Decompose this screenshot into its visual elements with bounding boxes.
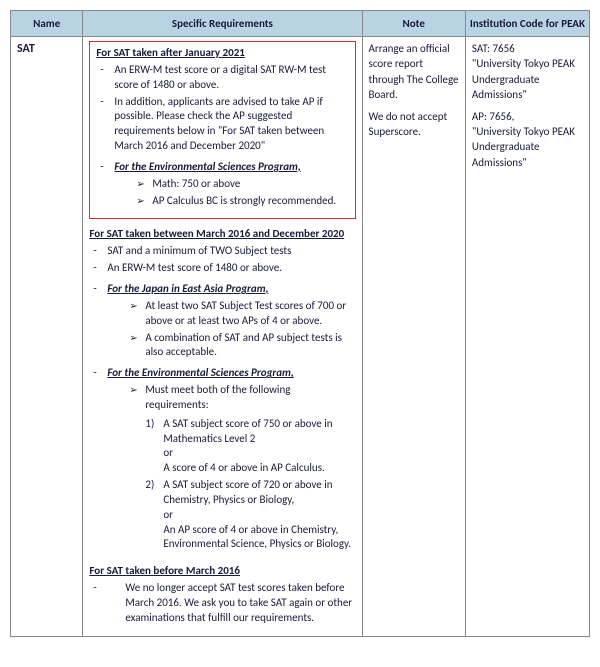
arrow-item: At least two SAT Subject Test scores of …	[107, 299, 355, 329]
test-name-cell: SAT	[11, 37, 83, 637]
header-requirements: Specific Requirements	[83, 11, 362, 37]
section2-bullets: SAT and a minimum of TWO Subject tests A…	[89, 244, 355, 276]
bullet-text: We no longer accept SAT test scores take…	[107, 581, 355, 626]
req-text: A SAT subject score of 720 or above in C…	[163, 478, 332, 506]
ap-code-label: AP: 7656,	[472, 109, 583, 124]
note-cell: Arrange an official score report through…	[362, 37, 465, 637]
program-items: Math: 750 or above AP Calculus BC is str…	[114, 177, 348, 209]
table-header-row: Name Specific Requirements Note Institut…	[11, 11, 590, 37]
note-p2: We do not accept Superscore.	[369, 109, 459, 140]
req-text: A SAT subject score of 750 or above in M…	[163, 417, 332, 445]
sat-code-label: SAT: 7656	[472, 41, 583, 56]
ap-code-text: "University Tokyo PEAK Undergraduate Adm…	[472, 124, 583, 170]
code-cell: SAT: 7656 "University Tokyo PEAK Undergr…	[465, 37, 589, 637]
bullet-item: An ERW-M test score or a digital SAT RW-…	[96, 63, 348, 93]
arrow-item: AP Calculus BC is strongly recommended.	[114, 194, 348, 209]
num-item: A SAT subject score of 720 or above in C…	[107, 478, 355, 552]
section3-title: For SAT taken before March 2016	[89, 564, 355, 579]
program-block: For the Environmental Sciences Program, …	[96, 160, 348, 209]
requirements-cell: For SAT taken after January 2021 An ERW-…	[83, 37, 362, 637]
numbered-requirements: A SAT subject score of 750 or above in M…	[107, 417, 355, 553]
highlighted-section: For SAT taken after January 2021 An ERW-…	[89, 41, 355, 219]
header-code: Institution Code for PEAK	[465, 11, 589, 37]
section2-programA: For the Japan in East Asia Program, At l…	[89, 282, 355, 360]
note-p1: Arrange an official score report through…	[369, 41, 459, 103]
header-name: Name	[11, 11, 83, 37]
arrow-item: Math: 750 or above	[114, 177, 348, 192]
program-title: For the Environmental Sciences Program,	[114, 160, 300, 173]
program-title: For the Environmental Sciences Program,	[107, 366, 293, 379]
req-text: A score of 4 or above in AP Calculus.	[163, 461, 324, 474]
program-title: For the Japan in East Asia Program,	[107, 282, 268, 295]
bullet-item: We no longer accept SAT test scores take…	[89, 581, 355, 626]
section2-title: For SAT taken between March 2016 and Dec…	[89, 227, 355, 242]
program-items: At least two SAT Subject Test scores of …	[107, 299, 355, 360]
req-text: An AP score of 4 or above in Chemistry, …	[163, 523, 351, 551]
num-item: A SAT subject score of 750 or above in M…	[107, 417, 355, 476]
arrow-item: A combination of SAT and AP subject test…	[107, 331, 355, 361]
or-text: or	[163, 508, 355, 523]
section3-bullets: We no longer accept SAT test scores take…	[89, 581, 355, 626]
program-block: For the Japan in East Asia Program, At l…	[89, 282, 355, 360]
sat-code-text: "University Tokyo PEAK Undergraduate Adm…	[472, 56, 583, 102]
program-block: For the Environmental Sciences Program, …	[89, 366, 355, 552]
section1-program: For the Environmental Sciences Program, …	[96, 160, 348, 209]
table-row: SAT For SAT taken after January 2021 An …	[11, 37, 590, 637]
or-text: or	[163, 446, 355, 461]
requirements-table: Name Specific Requirements Note Institut…	[10, 10, 590, 637]
program-lead: Must meet both of the following requirem…	[107, 383, 355, 413]
bullet-item: SAT and a minimum of TWO Subject tests	[89, 244, 355, 259]
bullet-item: In addition, applicants are advised to t…	[96, 95, 348, 154]
section1-title: For SAT taken after January 2021	[96, 46, 348, 61]
bullet-item: An ERW-M test score of 1480 or above.	[89, 261, 355, 276]
section2-programB: For the Environmental Sciences Program, …	[89, 366, 355, 552]
section1-bullets: An ERW-M test score or a digital SAT RW-…	[96, 63, 348, 154]
arrow-item: Must meet both of the following requirem…	[107, 383, 355, 413]
header-note: Note	[362, 11, 465, 37]
